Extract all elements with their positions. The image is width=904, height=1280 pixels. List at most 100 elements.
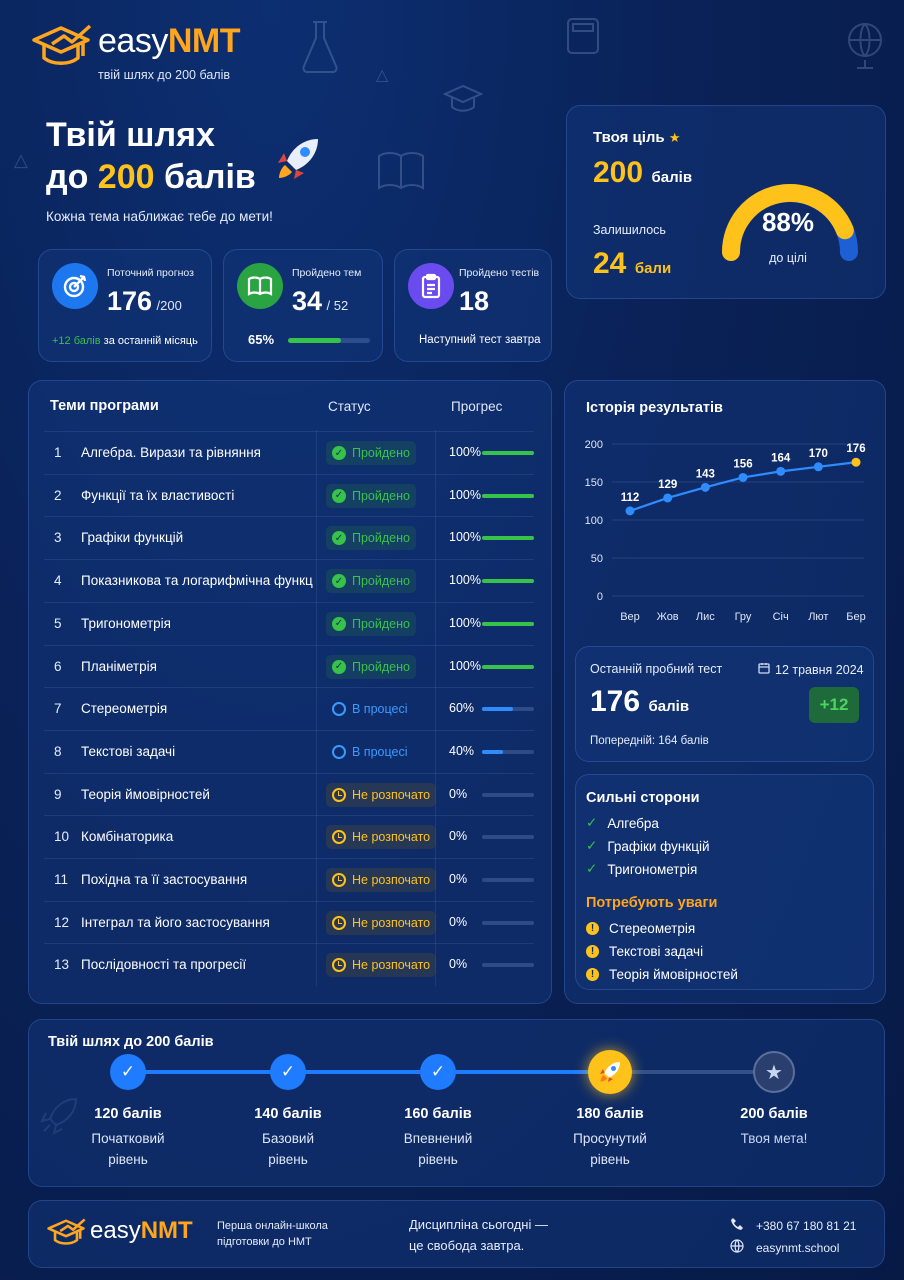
progress-fill [482, 493, 534, 498]
step-check-icon: ✓ [420, 1054, 456, 1090]
roadmap-step: 180 балів Просунутий рівень [540, 1106, 680, 1170]
phone-icon [730, 1217, 744, 1234]
progress-percent: 0% [449, 786, 468, 801]
gauge-caption: до цілі [769, 251, 807, 265]
row-number: 4 [54, 573, 62, 589]
progress-percent: 100% [449, 573, 481, 588]
table-row[interactable]: 4 Показникова та логарифмічна функції ✓ Про… [44, 559, 534, 601]
table-row[interactable]: 6 Планіметрія ✓ Пройдено 100% [44, 644, 534, 687]
history-line-chart: 0 50 100 150 200 Вер Жов Лис Гру Січ Лют Бер 112 129 1… [585, 439, 866, 623]
check-circle-icon: ✓ [332, 574, 346, 589]
status-badge: ✓ Пройдено [326, 526, 416, 551]
hero-subtitle: Кожна тема наближає тебе до мети! [46, 209, 273, 224]
status-label: Пройдено [352, 531, 410, 546]
topic-name: Графіки функцій [81, 530, 184, 546]
chart-title: Історія результатів [586, 400, 723, 416]
row-number: 3 [54, 530, 62, 546]
footer-card [28, 1200, 885, 1268]
strength-label: Тригонометрія [607, 861, 698, 877]
logo-tagline: твій шлях до 200 балів [98, 68, 230, 82]
stat-progress-text: 65% [248, 332, 275, 347]
status-label: В процесі [352, 744, 408, 759]
table-row[interactable]: 11 Похідна та її застосування Не розпочато… [44, 858, 534, 900]
progress-percent: 100% [449, 487, 481, 502]
y-tick-label: 200 [585, 439, 603, 451]
step-caption: Базовий рівень [261, 1131, 315, 1167]
table-row[interactable]: 9 Теорія ймовірностей Не розпочато 0% [44, 772, 534, 815]
data-label: 164 [771, 452, 791, 464]
table-row[interactable]: 2 Функції та їх властивості ✓ Пройдено 100% [44, 473, 534, 516]
last-test-delta: +12 [809, 687, 859, 723]
table-row[interactable]: 3 Графіки функцій ✓ Пройдено 100% [44, 516, 534, 558]
topic-name: Показникова та логарифмічна функції [81, 573, 313, 589]
status-badge: В процесі [326, 697, 413, 721]
footer-phone[interactable]: +380 67 180 81 21 [730, 1217, 856, 1234]
progress-percent: 100% [449, 445, 481, 459]
attention-item: ! Стереометрія [586, 921, 695, 936]
in-progress-icon [332, 744, 346, 759]
status-badge: Не розпочато [326, 910, 437, 935]
progress-track [482, 664, 534, 669]
rocket-icon [272, 133, 324, 190]
step-score: 120 балів [94, 1106, 162, 1122]
progress-percent: 40% [449, 743, 475, 758]
progress-track [482, 451, 534, 455]
roadmap-step: 200 балів Твоя мета! [704, 1106, 844, 1149]
check-circle-icon: ✓ [332, 659, 346, 674]
row-number: 13 [54, 957, 70, 973]
data-label: 129 [658, 479, 677, 491]
progress-percent: 0% [449, 914, 468, 929]
step-caption: Початковий рівень [91, 1131, 165, 1167]
last-test-score: 176 балів [590, 685, 690, 718]
data-point [776, 466, 786, 476]
step-score: 160 балів [404, 1106, 472, 1122]
warning-icon: ! [586, 922, 599, 935]
status-badge: ✓ Пройдено [326, 483, 416, 508]
data-point [700, 482, 710, 492]
table-row[interactable]: 1 Алгебра. Вирази та рівняння ✓ Пройдено 100… [44, 431, 534, 473]
clock-icon [332, 958, 346, 973]
footer-site[interactable]: easynmt.school [730, 1239, 839, 1256]
footer-motto: Дисципліна сьогодні — це свобода завтра. [409, 1217, 548, 1253]
table-row[interactable]: 7 Стереометрія В процесі 60% [44, 687, 534, 729]
progress-track [482, 920, 534, 925]
step-caption: Впевнений рівень [403, 1131, 473, 1167]
check-circle-icon: ✓ [332, 616, 346, 631]
status-badge: Не розпочато [326, 868, 437, 892]
progress-track [482, 963, 534, 968]
row-number: 1 [54, 445, 62, 460]
x-tick-label: Вер [620, 611, 640, 623]
step-check-icon: ✓ [110, 1054, 146, 1090]
check-icon: ✓ [586, 838, 598, 853]
progress-percent: 60% [449, 701, 475, 716]
topic-name: Теорія ймовірностей [81, 786, 210, 802]
stat-label: Пройдено тестів [459, 267, 540, 279]
table-row[interactable]: 8 Текстові задачі В процесі 40% [44, 729, 534, 772]
topic-name: Інтеграл та його застосування [81, 914, 270, 930]
table-row[interactable]: 13 Послідовності та прогресії Не розпочато… [44, 943, 534, 985]
goal-card: Твоя ціль ★ 200 балів Залишилось 24 бали… [566, 105, 886, 299]
progress-track [482, 536, 534, 541]
roadmap-track-fill [128, 1070, 610, 1074]
clipboard-icon [408, 263, 454, 309]
footer-logo[interactable]: easyNMT [46, 1216, 206, 1252]
last-test-previous: Попередній: 164 балів [590, 735, 709, 747]
x-tick-label: Січ [773, 611, 789, 623]
topics-status-header: Статус [328, 399, 371, 414]
progress-fill [482, 536, 534, 541]
logo[interactable]: easyNMT твій шлях до 200 балів [30, 22, 270, 82]
table-row[interactable]: 10 Комбінаторика Не розпочато 0% [44, 815, 534, 857]
gauge-percent: 88% [761, 207, 815, 237]
stat-value: 34 / 52 [292, 286, 349, 316]
check-icon: ✓ [586, 815, 598, 830]
check-icon: ✓ [586, 861, 598, 876]
table-row[interactable]: 12 Інтеграл та його застосування Не розпоч… [44, 900, 534, 943]
table-row[interactable]: 5 Тригонометрія ✓ Пройдено 100% [44, 601, 534, 644]
column-divider [316, 430, 317, 986]
flask-icon [298, 18, 342, 79]
row-number: 11 [54, 872, 69, 887]
status-label: Не розпочато [352, 830, 431, 845]
strength-item: ✓ Графіки функцій [586, 838, 710, 854]
y-tick-label: 100 [585, 515, 603, 527]
goal-remaining-label: Залишилось [593, 223, 666, 237]
